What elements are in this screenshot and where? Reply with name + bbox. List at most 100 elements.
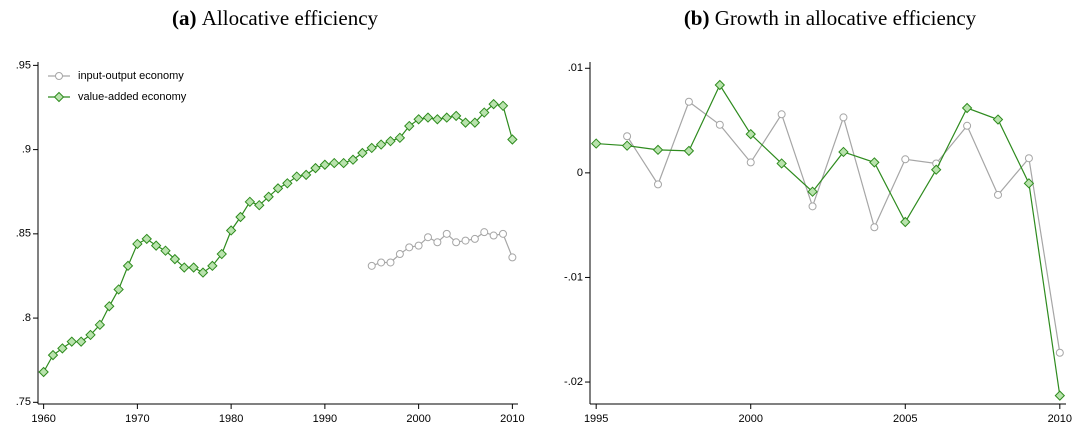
y-tick-label: .95 [16,59,31,71]
marker [104,301,115,312]
marker [422,112,434,123]
marker [300,169,312,181]
marker [282,178,293,189]
marker [329,157,340,169]
marker [839,113,848,122]
marker [441,112,452,123]
marker [122,260,134,272]
marker [216,248,227,260]
marker [386,258,395,267]
panel-label: (a) [172,6,197,30]
marker [197,267,209,278]
marker [132,238,143,250]
chart-title: (a) Allocative efficiency [172,6,379,30]
marker [404,120,415,132]
x-tick-label: 1970 [125,413,149,425]
chart-title: (b) Growth in allocative efficiency [684,6,977,30]
plot: (b) Growth in allocative efficiency -.02 -… [564,6,1072,425]
marker [433,238,442,247]
plot: (a) Allocative efficiency .75 .8 .85 .9 .95 19… [16,6,525,425]
marker [1024,154,1033,163]
x-tick-label: 1990 [313,413,337,425]
marker [179,262,190,273]
marker [75,336,87,347]
marker [469,117,481,128]
marker [684,97,693,106]
marker [901,155,910,164]
y-tick-label: .01 [568,62,583,74]
marker [963,121,972,130]
marker [244,196,256,208]
marker [470,234,479,243]
marker [357,147,368,159]
marker [745,128,756,140]
y-tick-label: .9 [22,144,31,156]
marker [169,253,181,265]
marker [461,236,470,245]
marker [394,132,406,144]
marker [207,260,218,272]
x-tick-label: 2000 [406,413,430,425]
marker [746,158,755,167]
marker [870,223,879,232]
y-tick-label: 0 [577,167,583,179]
marker [1023,178,1035,189]
x-tick-label: 2000 [738,413,762,425]
marker [1054,390,1066,401]
marker [291,171,302,182]
x-tick-label: 1960 [31,413,55,425]
marker [413,114,424,125]
marker [113,284,124,295]
marker [94,319,106,331]
marker [395,250,404,259]
marker [150,240,162,251]
marker [188,262,199,273]
marker [377,258,386,267]
marker [141,233,152,245]
marker [38,366,49,378]
marker [621,140,633,151]
marker [263,191,274,202]
marker [254,199,265,211]
marker [776,158,787,169]
marker [338,157,349,169]
marker [869,157,880,168]
marker [480,228,489,237]
marker [777,110,786,119]
marker [375,139,387,150]
marker [479,107,490,118]
marker [489,231,498,240]
title-text: Growth in allocative efficiency [715,6,977,30]
x-tick-label: 2010 [1048,413,1072,425]
legend-label: input-output economy [78,70,184,82]
marker [507,134,518,145]
marker [85,329,96,341]
marker [432,114,443,125]
marker [488,98,499,110]
marker [160,245,171,256]
marker [319,159,331,170]
x-tick-label: 2005 [893,413,917,425]
x-tick-label: 2010 [500,413,524,425]
marker [652,144,664,156]
marker [57,343,68,354]
marker [808,202,817,211]
marker [930,164,942,175]
marker [225,225,237,236]
marker [450,110,462,122]
marker [405,243,414,252]
marker [310,162,321,174]
marker [900,216,911,228]
marker [460,117,471,128]
marker [366,142,377,154]
marker [53,91,65,103]
marker [66,336,77,347]
marker [838,146,849,158]
marker [961,102,973,114]
marker [235,211,246,223]
marker [1055,348,1064,357]
marker [994,190,1002,199]
marker [807,186,818,197]
marker [992,114,1004,125]
